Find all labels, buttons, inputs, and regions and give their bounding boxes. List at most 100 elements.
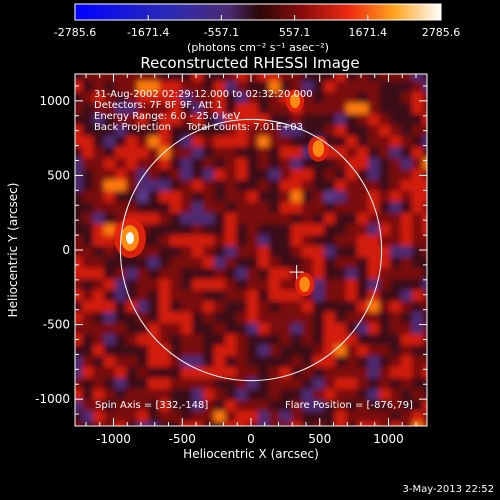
heatmap-cell xyxy=(115,290,127,302)
heatmap-cell xyxy=(203,246,215,258)
heatmap-cell xyxy=(335,268,347,280)
heatmap-cell xyxy=(346,257,358,269)
heatmap-cell xyxy=(423,114,427,126)
heatmap-cell xyxy=(148,400,160,412)
heatmap-cell xyxy=(159,169,171,181)
heatmap-cell xyxy=(148,334,160,346)
heatmap-cell xyxy=(192,114,204,126)
heatmap-cell xyxy=(203,103,215,115)
heatmap-cell xyxy=(280,74,292,82)
heatmap-cell xyxy=(225,202,237,214)
heatmap-cell xyxy=(247,257,259,269)
heatmap-cell xyxy=(93,114,105,126)
heatmap-cell xyxy=(302,158,314,170)
heatmap-cell xyxy=(82,301,94,313)
heatmap-cell xyxy=(82,422,94,426)
heatmap-cell xyxy=(412,389,424,401)
heatmap-cell xyxy=(324,290,336,302)
heatmap-cell xyxy=(313,301,325,313)
heatmap-cell xyxy=(203,81,215,93)
heatmap-cell xyxy=(159,114,171,126)
heatmap-cell xyxy=(313,114,325,126)
heatmap-cell xyxy=(137,378,149,390)
heatmap-cell xyxy=(401,180,413,192)
heatmap-cell xyxy=(324,367,336,379)
heatmap-cell xyxy=(379,389,391,401)
heatmap-cell xyxy=(423,301,427,313)
heatmap-cell xyxy=(247,378,259,390)
heatmap-cell xyxy=(75,180,83,192)
heatmap-cell xyxy=(82,356,94,368)
heatmap-cell xyxy=(390,74,402,82)
heatmap-cell xyxy=(258,81,270,93)
heatmap-cell xyxy=(346,213,358,225)
heatmap-cell xyxy=(280,191,292,203)
heatmap-cell xyxy=(412,81,424,93)
heatmap-cell xyxy=(313,422,325,426)
heatmap-cell xyxy=(137,345,149,357)
heatmap-cell xyxy=(170,323,182,335)
heatmap-cell xyxy=(214,125,226,137)
heatmap-cell xyxy=(181,213,193,225)
heatmap-cell xyxy=(225,356,237,368)
heatmap-cell xyxy=(401,191,413,203)
heatmap-cell xyxy=(148,246,160,258)
heatmap-cell xyxy=(214,268,226,280)
heatmap-cell xyxy=(346,367,358,379)
heatmap-cell xyxy=(236,224,248,236)
heatmap-cell xyxy=(335,202,347,214)
heatmap-cell xyxy=(302,103,314,115)
heatmap-cell xyxy=(357,191,369,203)
heatmap-cell xyxy=(423,345,427,357)
heatmap-cell xyxy=(302,213,314,225)
heatmap-cell xyxy=(368,400,380,412)
heatmap-cell xyxy=(313,92,325,104)
heatmap-cell xyxy=(247,290,259,302)
heatmap-cell xyxy=(170,125,182,137)
heatmap-cell xyxy=(258,125,270,137)
heatmap-cell xyxy=(247,213,259,225)
heatmap-cell xyxy=(126,389,138,401)
heatmap-cell xyxy=(82,334,94,346)
heatmap-cell xyxy=(291,400,303,412)
heatmap-cell xyxy=(302,92,314,104)
heatmap-cell xyxy=(258,312,270,324)
heatmap-cell xyxy=(335,246,347,258)
heatmap-cell xyxy=(401,367,413,379)
colorbar-tick-label: 2785.6 xyxy=(422,26,461,39)
heatmap-cell xyxy=(390,213,402,225)
heatmap-cell xyxy=(104,257,116,269)
heatmap-cell xyxy=(203,334,215,346)
heatmap-cell xyxy=(115,180,127,192)
heatmap-cell xyxy=(82,224,94,236)
x-tick-label: -500 xyxy=(169,432,196,446)
heatmap-cell xyxy=(291,257,303,269)
heatmap-cell xyxy=(390,356,402,368)
heatmap-cell xyxy=(126,290,138,302)
heatmap-cell xyxy=(93,202,105,214)
heatmap-cell xyxy=(115,422,127,426)
heatmap-cell xyxy=(181,147,193,159)
heatmap-cell xyxy=(126,147,138,159)
heatmap-cell xyxy=(104,81,116,93)
heatmap-cell xyxy=(159,400,171,412)
heatmap-cell xyxy=(280,323,292,335)
heatmap-cell xyxy=(137,367,149,379)
heatmap-cell xyxy=(291,180,303,192)
footer-date: 3-May-2013 22:52 xyxy=(402,484,494,495)
heatmap-cell xyxy=(324,202,336,214)
heatmap-cell xyxy=(258,356,270,368)
heatmap-cell xyxy=(159,312,171,324)
heatmap-cell xyxy=(401,400,413,412)
heatmap-cell xyxy=(214,378,226,390)
heatmap-cell xyxy=(82,136,94,148)
heatmap-cell xyxy=(170,202,182,214)
heatmap-cell xyxy=(236,389,248,401)
heatmap-cell xyxy=(203,202,215,214)
heatmap-cell xyxy=(170,389,182,401)
heatmap-cell xyxy=(82,312,94,324)
heatmap-cell xyxy=(104,389,116,401)
heatmap-cell xyxy=(280,312,292,324)
heatmap-cell xyxy=(269,180,281,192)
heatmap-cell xyxy=(75,235,83,247)
